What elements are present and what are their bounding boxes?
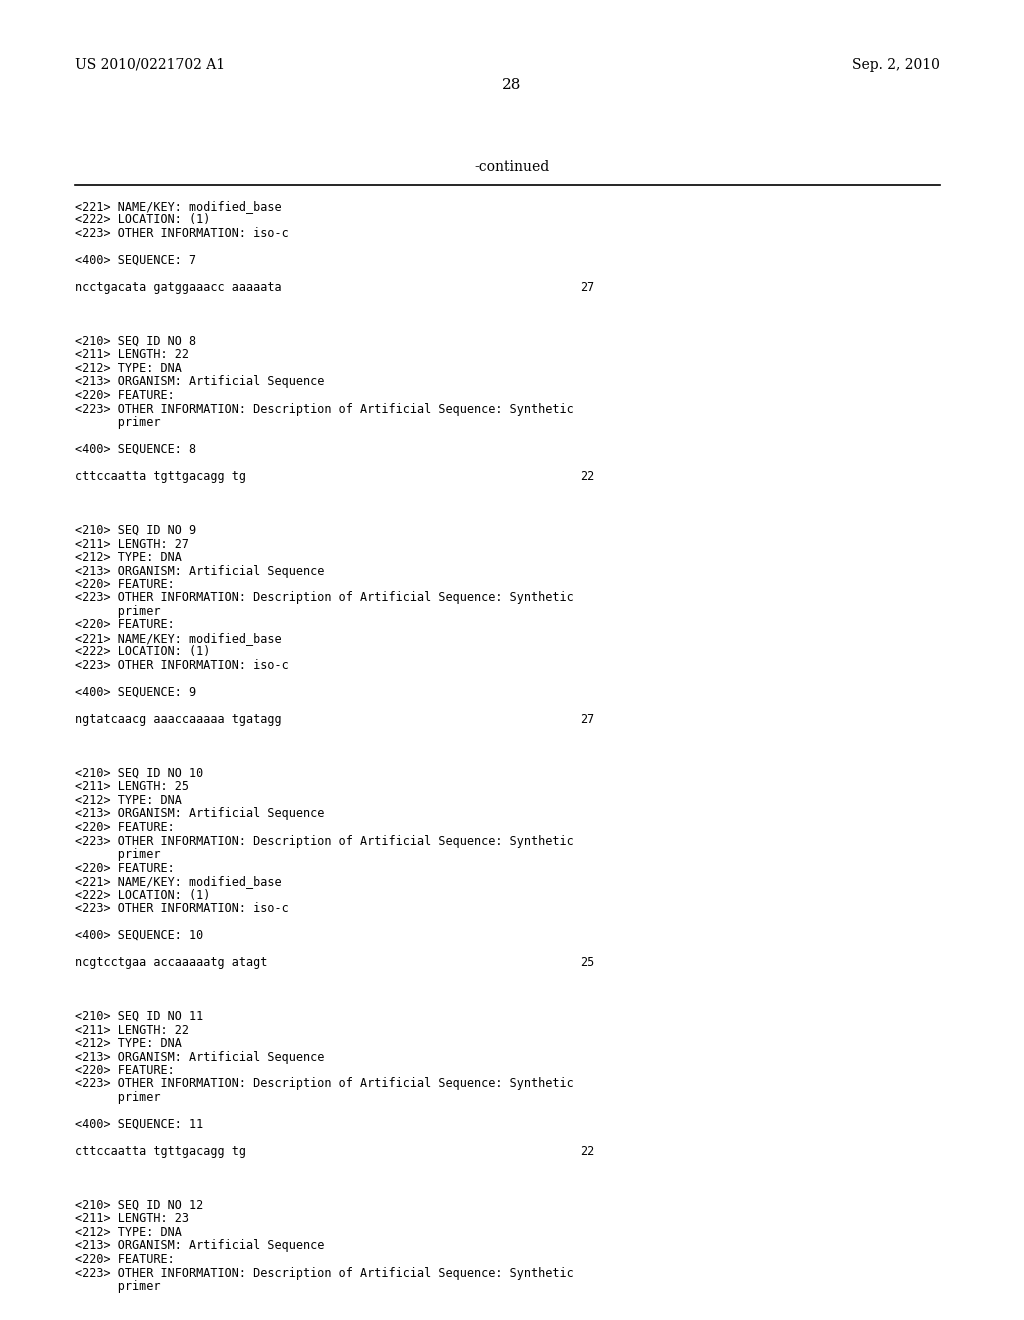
- Text: <223> OTHER INFORMATION: Description of Artificial Sequence: Synthetic: <223> OTHER INFORMATION: Description of …: [75, 834, 573, 847]
- Text: <222> LOCATION: (1): <222> LOCATION: (1): [75, 888, 210, 902]
- Text: 27: 27: [580, 713, 594, 726]
- Text: <223> OTHER INFORMATION: iso-c: <223> OTHER INFORMATION: iso-c: [75, 227, 289, 240]
- Text: <211> LENGTH: 22: <211> LENGTH: 22: [75, 1023, 189, 1036]
- Text: <213> ORGANISM: Artificial Sequence: <213> ORGANISM: Artificial Sequence: [75, 1051, 325, 1064]
- Text: ngtatcaacg aaaccaaaaa tgatagg: ngtatcaacg aaaccaaaaa tgatagg: [75, 713, 282, 726]
- Text: 22: 22: [580, 1144, 594, 1158]
- Text: <211> LENGTH: 25: <211> LENGTH: 25: [75, 780, 189, 793]
- Text: <220> FEATURE:: <220> FEATURE:: [75, 1253, 175, 1266]
- Text: <223> OTHER INFORMATION: iso-c: <223> OTHER INFORMATION: iso-c: [75, 902, 289, 915]
- Text: <211> LENGTH: 27: <211> LENGTH: 27: [75, 537, 189, 550]
- Text: primer: primer: [75, 1092, 161, 1104]
- Text: <400> SEQUENCE: 10: <400> SEQUENCE: 10: [75, 929, 203, 942]
- Text: <400> SEQUENCE: 7: <400> SEQUENCE: 7: [75, 253, 197, 267]
- Text: <223> OTHER INFORMATION: Description of Artificial Sequence: Synthetic: <223> OTHER INFORMATION: Description of …: [75, 1077, 573, 1090]
- Text: <223> OTHER INFORMATION: Description of Artificial Sequence: Synthetic: <223> OTHER INFORMATION: Description of …: [75, 591, 573, 605]
- Text: 28: 28: [503, 78, 521, 92]
- Text: <210> SEQ ID NO 9: <210> SEQ ID NO 9: [75, 524, 197, 537]
- Text: ncctgacata gatggaaacc aaaaata: ncctgacata gatggaaacc aaaaata: [75, 281, 282, 294]
- Text: <210> SEQ ID NO 12: <210> SEQ ID NO 12: [75, 1199, 203, 1212]
- Text: <400> SEQUENCE: 11: <400> SEQUENCE: 11: [75, 1118, 203, 1131]
- Text: <221> NAME/KEY: modified_base: <221> NAME/KEY: modified_base: [75, 875, 282, 888]
- Text: <220> FEATURE:: <220> FEATURE:: [75, 389, 175, 403]
- Text: <220> FEATURE:: <220> FEATURE:: [75, 821, 175, 834]
- Text: <213> ORGANISM: Artificial Sequence: <213> ORGANISM: Artificial Sequence: [75, 1239, 325, 1253]
- Text: <221> NAME/KEY: modified_base: <221> NAME/KEY: modified_base: [75, 632, 282, 645]
- Text: <212> TYPE: DNA: <212> TYPE: DNA: [75, 362, 182, 375]
- Text: <400> SEQUENCE: 8: <400> SEQUENCE: 8: [75, 444, 197, 455]
- Text: Sep. 2, 2010: Sep. 2, 2010: [852, 58, 940, 73]
- Text: <222> LOCATION: (1): <222> LOCATION: (1): [75, 214, 210, 227]
- Text: 25: 25: [580, 956, 594, 969]
- Text: <211> LENGTH: 22: <211> LENGTH: 22: [75, 348, 189, 362]
- Text: <222> LOCATION: (1): <222> LOCATION: (1): [75, 645, 210, 659]
- Text: US 2010/0221702 A1: US 2010/0221702 A1: [75, 58, 225, 73]
- Text: <213> ORGANISM: Artificial Sequence: <213> ORGANISM: Artificial Sequence: [75, 808, 325, 821]
- Text: <212> TYPE: DNA: <212> TYPE: DNA: [75, 1226, 182, 1239]
- Text: <212> TYPE: DNA: <212> TYPE: DNA: [75, 1038, 182, 1049]
- Text: <220> FEATURE:: <220> FEATURE:: [75, 578, 175, 591]
- Text: <211> LENGTH: 23: <211> LENGTH: 23: [75, 1213, 189, 1225]
- Text: primer: primer: [75, 847, 161, 861]
- Text: <210> SEQ ID NO 8: <210> SEQ ID NO 8: [75, 335, 197, 348]
- Text: cttccaatta tgttgacagg tg: cttccaatta tgttgacagg tg: [75, 470, 246, 483]
- Text: primer: primer: [75, 605, 161, 618]
- Text: <220> FEATURE:: <220> FEATURE:: [75, 862, 175, 874]
- Text: 22: 22: [580, 470, 594, 483]
- Text: <221> NAME/KEY: modified_base: <221> NAME/KEY: modified_base: [75, 201, 282, 213]
- Text: <223> OTHER INFORMATION: Description of Artificial Sequence: Synthetic: <223> OTHER INFORMATION: Description of …: [75, 1266, 573, 1279]
- Text: <212> TYPE: DNA: <212> TYPE: DNA: [75, 550, 182, 564]
- Text: <223> OTHER INFORMATION: iso-c: <223> OTHER INFORMATION: iso-c: [75, 659, 289, 672]
- Text: <210> SEQ ID NO 10: <210> SEQ ID NO 10: [75, 767, 203, 780]
- Text: 27: 27: [580, 281, 594, 294]
- Text: <220> FEATURE:: <220> FEATURE:: [75, 1064, 175, 1077]
- Text: primer: primer: [75, 416, 161, 429]
- Text: cttccaatta tgttgacagg tg: cttccaatta tgttgacagg tg: [75, 1144, 246, 1158]
- Text: <213> ORGANISM: Artificial Sequence: <213> ORGANISM: Artificial Sequence: [75, 375, 325, 388]
- Text: <223> OTHER INFORMATION: Description of Artificial Sequence: Synthetic: <223> OTHER INFORMATION: Description of …: [75, 403, 573, 416]
- Text: <213> ORGANISM: Artificial Sequence: <213> ORGANISM: Artificial Sequence: [75, 565, 325, 578]
- Text: <212> TYPE: DNA: <212> TYPE: DNA: [75, 795, 182, 807]
- Text: <400> SEQUENCE: 9: <400> SEQUENCE: 9: [75, 686, 197, 700]
- Text: <210> SEQ ID NO 11: <210> SEQ ID NO 11: [75, 1010, 203, 1023]
- Text: -continued: -continued: [474, 160, 550, 174]
- Text: primer: primer: [75, 1280, 161, 1294]
- Text: ncgtcctgaa accaaaaatg atagt: ncgtcctgaa accaaaaatg atagt: [75, 956, 267, 969]
- Text: <220> FEATURE:: <220> FEATURE:: [75, 619, 175, 631]
